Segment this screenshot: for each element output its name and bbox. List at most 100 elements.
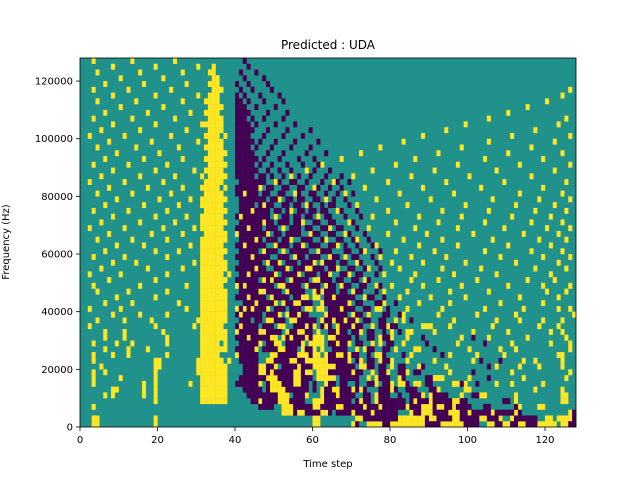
heatmap-cell-low xyxy=(328,248,333,255)
heatmap-cell-low xyxy=(235,81,240,87)
heatmap-cell-low xyxy=(366,357,371,364)
heatmap-cell-high xyxy=(409,173,414,180)
heatmap-cell-high xyxy=(483,219,488,226)
heatmap-cell-low xyxy=(308,202,313,209)
heatmap-cell-low xyxy=(269,311,274,318)
heatmap-cell-low xyxy=(471,409,476,416)
heatmap-cell-high xyxy=(401,138,406,145)
heatmap-cell-low xyxy=(347,363,352,370)
heatmap-cell-low xyxy=(266,81,271,87)
heatmap-cell-high xyxy=(95,317,100,324)
heatmap-cell-high xyxy=(207,282,212,289)
heatmap-cell-low xyxy=(285,369,290,376)
heatmap-cell-high xyxy=(351,421,356,428)
heatmap-cell-high xyxy=(107,138,112,145)
heatmap-cell-high xyxy=(324,323,329,330)
heatmap-cell-low xyxy=(417,392,422,399)
heatmap-cell-low xyxy=(254,323,259,330)
heatmap-cell-high xyxy=(374,392,379,399)
heatmap-cell-low xyxy=(297,334,302,341)
heatmap-cell-high xyxy=(463,294,468,301)
heatmap-cell-low xyxy=(475,409,480,416)
heatmap-cell-high xyxy=(517,161,522,168)
heatmap-cell-low xyxy=(254,386,259,393)
heatmap-cell-low xyxy=(386,375,391,382)
heatmap-cell-high xyxy=(130,58,135,64)
heatmap-cell-high xyxy=(211,219,216,226)
heatmap-cell-high xyxy=(448,323,453,330)
heatmap-cell-low xyxy=(308,334,313,341)
heatmap-cell-low xyxy=(266,328,271,335)
heatmap-cell-low xyxy=(250,334,255,341)
heatmap-cell-low xyxy=(347,230,352,237)
heatmap-cell-low xyxy=(254,259,259,266)
heatmap-cell-low xyxy=(343,386,348,393)
heatmap-cell-low xyxy=(382,409,387,416)
heatmap-cell-high xyxy=(316,357,321,364)
x-tick-label: 100 xyxy=(458,435,477,446)
heatmap-cell-high xyxy=(324,369,329,376)
heatmap-cell-high xyxy=(374,196,379,203)
heatmap-cell-high xyxy=(277,398,282,405)
heatmap-cell-high xyxy=(281,225,286,232)
heatmap-cell-high xyxy=(211,75,216,82)
heatmap-cell-low xyxy=(312,317,317,324)
heatmap-cell-low xyxy=(293,311,298,318)
heatmap-cell-low xyxy=(250,265,255,272)
heatmap-cell-high xyxy=(204,109,209,116)
heatmap-cell-low xyxy=(293,277,298,284)
heatmap-cell-low xyxy=(343,196,348,203)
heatmap-cell-high xyxy=(517,363,522,370)
heatmap-cell-high xyxy=(297,311,302,318)
heatmap-cell-low xyxy=(246,63,251,70)
heatmap-cell-low xyxy=(347,202,352,209)
heatmap-cell-low xyxy=(266,386,271,393)
heatmap-cell-low xyxy=(289,386,294,393)
heatmap-cell-low xyxy=(390,403,395,410)
heatmap-cell-low xyxy=(258,254,263,260)
heatmap-cell-high xyxy=(204,213,209,220)
heatmap-cell-low xyxy=(246,236,251,243)
heatmap-cell-low xyxy=(359,248,364,255)
x-axis: 0 20 40 60 80 100 120 xyxy=(77,427,555,446)
heatmap-cell-low xyxy=(273,317,278,324)
heatmap-cell-low xyxy=(297,340,302,347)
heatmap-cell-high xyxy=(552,202,557,209)
heatmap-cell-high xyxy=(215,357,220,364)
heatmap-cell-low xyxy=(235,104,240,111)
heatmap-cell-high xyxy=(421,392,426,399)
heatmap-cell-high xyxy=(122,179,127,185)
heatmap-cell-low xyxy=(250,346,255,353)
heatmap-cell-high xyxy=(258,380,263,387)
heatmap-cell-low xyxy=(254,213,259,220)
plot-area xyxy=(79,57,577,428)
heatmap-cell-low xyxy=(250,230,255,237)
heatmap-cell-high xyxy=(320,375,325,382)
heatmap-cell-high xyxy=(316,248,321,255)
heatmap-cell-low xyxy=(366,328,371,335)
heatmap-cell-low xyxy=(324,386,329,393)
heatmap-cell-high xyxy=(467,375,472,382)
heatmap-cell-low xyxy=(506,409,511,416)
heatmap-cell-low xyxy=(250,156,255,162)
heatmap-cell-high xyxy=(374,242,379,249)
heatmap-cell-high xyxy=(293,190,298,197)
heatmap-cell-low xyxy=(289,369,294,376)
heatmap-cell-low xyxy=(308,403,313,410)
heatmap-cell-high xyxy=(355,317,360,324)
heatmap-cell-high xyxy=(455,380,460,387)
heatmap-cell-high xyxy=(200,305,205,312)
heatmap-cell-high xyxy=(138,311,143,318)
heatmap-cell-high xyxy=(211,196,216,203)
heatmap-cell-low xyxy=(417,409,422,416)
heatmap-cell-high xyxy=(517,294,522,301)
heatmap-cell-high xyxy=(545,421,550,428)
heatmap-cell-high xyxy=(204,300,209,307)
heatmap-cell-high xyxy=(211,277,216,284)
heatmap-cell-low xyxy=(339,288,344,295)
heatmap-cell-low xyxy=(289,196,294,203)
heatmap-cell-high xyxy=(126,288,131,295)
heatmap-cell-low xyxy=(517,409,522,416)
heatmap-cell-low xyxy=(362,409,367,416)
heatmap-cell-low xyxy=(254,288,259,295)
